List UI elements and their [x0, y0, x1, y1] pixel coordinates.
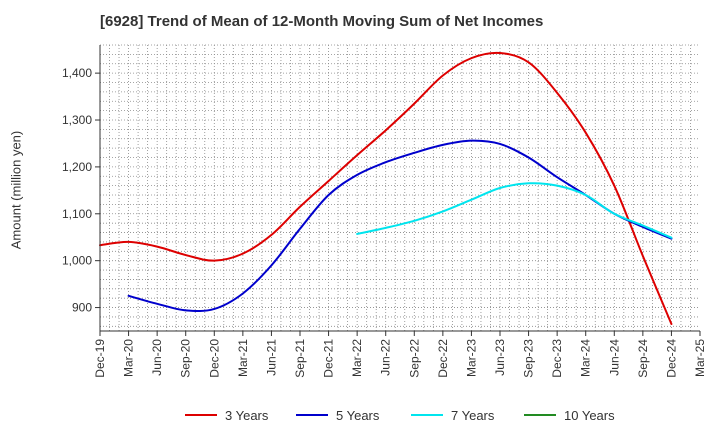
x-tick-label: Dec-21: [322, 339, 336, 378]
x-tick-label: Jun-23: [493, 339, 507, 376]
chart-title: [6928] Trend of Mean of 12-Month Moving …: [100, 13, 544, 30]
series-line-5-years: [127, 139, 673, 313]
legend-label-10-years: 10 Years: [564, 407, 615, 423]
legend-item-5-years: 5 Years: [296, 405, 379, 425]
legend-swatch-10-years: [524, 414, 556, 416]
legend-swatch-5-years: [296, 414, 328, 416]
x-tick-label: Sep-23: [522, 339, 536, 378]
legend-swatch-7-years: [411, 414, 443, 416]
legend: 3 Years 5 Years 7 Years 10 Years: [0, 405, 720, 425]
y-tick-label: 1,000: [62, 254, 92, 268]
x-tick-label: Dec-22: [436, 339, 450, 378]
legend-item-7-years: 7 Years: [411, 405, 494, 425]
y-tick-label: 1,400: [62, 66, 92, 80]
x-tick-label: Jun-22: [379, 339, 393, 376]
x-tick-label: Sep-20: [179, 339, 193, 378]
x-tick-label: Dec-23: [550, 339, 564, 378]
axis-layer: [99, 45, 700, 332]
x-tick-label: Sep-24: [636, 339, 650, 378]
x-tick-labels: Dec-19 Mar-20 Jun-20 Sep-20 Dec-20 Mar-21 Jun-…: [93, 331, 707, 378]
x-tick-label: Mar-23: [464, 339, 478, 377]
series-line-3-years: [99, 51, 673, 325]
legend-label-5-years: 5 Years: [336, 407, 380, 423]
series-line-7-years: [356, 182, 673, 239]
x-tick-label: Dec-20: [207, 339, 221, 378]
x-tick-label: Mar-24: [579, 339, 593, 377]
x-tick-label: Mar-21: [236, 339, 250, 377]
x-tick-label: Jun-24: [607, 339, 621, 376]
legend-label-7-years: 7 Years: [451, 407, 495, 423]
y-tick-label: 1,200: [62, 160, 92, 174]
x-tick-label: Dec-19: [93, 339, 107, 378]
x-tick-label: Sep-22: [407, 339, 421, 378]
grid-layer: [100, 44, 700, 331]
x-tick-label: Mar-20: [122, 339, 136, 377]
y-tick-label: 900: [72, 301, 92, 315]
y-tick-labels: 900 1,000 1,100 1,200 1,300 1,400: [62, 66, 100, 315]
legend-label-3-years: 3 Years: [225, 407, 269, 423]
x-tick-label: Jun-21: [264, 339, 278, 376]
y-tick-label: 1,100: [62, 207, 92, 221]
legend-item-3-years: 3 Years: [185, 405, 268, 425]
x-tick-label: Sep-21: [293, 339, 307, 378]
legend-item-10-years: 10 Years: [524, 405, 615, 425]
x-tick-label: Jun-20: [150, 339, 164, 376]
y-tick-label: 1,300: [62, 113, 92, 127]
x-tick-label: Mar-22: [350, 339, 364, 377]
series-layer: [99, 51, 673, 325]
legend-swatch-3-years: [185, 414, 217, 416]
x-tick-label: Dec-24: [664, 339, 678, 378]
x-tick-label: Mar-25: [693, 339, 707, 377]
